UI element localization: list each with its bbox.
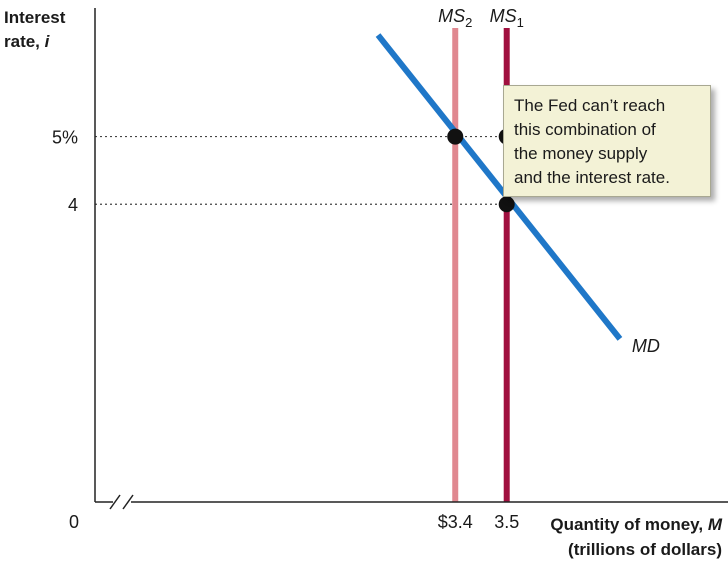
series-label-ms1-sub: 1 — [517, 15, 524, 30]
series-label-ms2-main: MS — [438, 6, 465, 26]
x-tick-label-3.4: $3.4 — [438, 512, 473, 532]
series-label-ms1-main: MS — [490, 6, 517, 26]
guide-lines — [95, 135, 507, 205]
series-md-line — [375, 33, 623, 341]
annotation-line-3: the money supply — [514, 144, 648, 163]
y-tick-label-5: 5% — [52, 128, 78, 148]
annotation-line-2: this combination of — [514, 120, 656, 139]
series-label-md: MD — [632, 336, 660, 356]
origin-label: 0 — [69, 512, 79, 532]
y-axis-label: Interest rate, i — [4, 6, 65, 54]
point-1 — [447, 128, 464, 145]
points-layer — [447, 128, 515, 213]
annotation-line-4: and the interest rate. — [514, 168, 670, 187]
point-3 — [498, 196, 515, 213]
y-axis-label-line-1: Interest — [4, 8, 66, 27]
axis-break-mark-1 — [109, 494, 121, 510]
annotation-callout: The Fed can’t reach this combination of … — [503, 85, 711, 197]
y-axis-variable: i — [44, 32, 50, 51]
y-tick-label-4: 4 — [68, 195, 78, 215]
series-label-ms1: MS1 — [490, 6, 524, 30]
x-axis-label: Quantity of money, M (trillions of dolla… — [550, 512, 722, 562]
x-axis-variable: M — [707, 515, 722, 534]
x-tick-label-3.5: 3.5 — [494, 512, 519, 532]
axes — [94, 8, 728, 510]
annotation-line-1: The Fed can’t reach — [514, 96, 666, 115]
x-axis-label-line-1: Quantity of money, M — [550, 515, 722, 534]
series-label-ms2: MS2 — [438, 6, 472, 30]
axis-break-mark-2 — [122, 494, 134, 510]
series-label-ms2-sub: 2 — [465, 15, 472, 30]
y-axis-label-line-2: rate, i — [4, 30, 65, 54]
x-axis-label-line-2: (trillions of dollars) — [568, 540, 722, 559]
y-axis-label-line-2-text: rate, i — [4, 32, 50, 51]
tick-labels: 5% 4 $3.4 3.5 0 — [52, 128, 519, 532]
